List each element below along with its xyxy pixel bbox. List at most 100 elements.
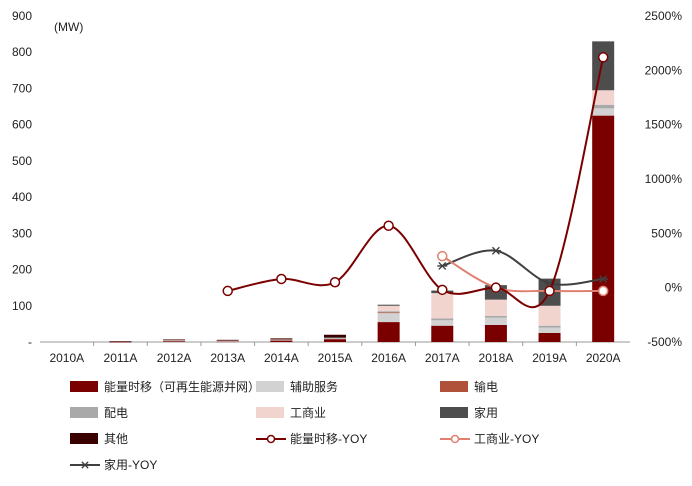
bar-segment bbox=[592, 41, 615, 91]
legend-label: 家用-YOY bbox=[104, 457, 157, 472]
yoy-point bbox=[544, 285, 555, 297]
bar-segment bbox=[484, 324, 507, 342]
x-tick-label: 2013A bbox=[210, 351, 245, 365]
legend-swatch bbox=[70, 433, 98, 444]
bar-segment bbox=[538, 325, 561, 328]
legend-swatch bbox=[70, 381, 98, 392]
bar-segment bbox=[484, 317, 507, 325]
legend-swatch bbox=[256, 381, 284, 392]
yoy-line bbox=[441, 255, 604, 293]
left-tick-label: 400 bbox=[12, 190, 32, 204]
x-tick-label: 2019A bbox=[532, 351, 567, 365]
yoy-line bbox=[441, 249, 604, 286]
bar-segment bbox=[431, 293, 454, 319]
legend-label: 工商业-YOY bbox=[474, 431, 539, 446]
yoy-point bbox=[383, 220, 394, 231]
legend-swatch-marker bbox=[450, 434, 460, 444]
bar-segment bbox=[377, 312, 400, 314]
legend-label: 输电 bbox=[474, 379, 498, 394]
bar-segment bbox=[592, 104, 615, 109]
yoy-point bbox=[437, 250, 448, 262]
legend-swatch bbox=[440, 407, 468, 418]
yoy-point bbox=[598, 274, 609, 283]
left-tick-label: 700 bbox=[12, 81, 32, 95]
left-tick-label: 100 bbox=[12, 299, 32, 313]
right-tick-label: 1500% bbox=[645, 118, 683, 132]
bar-segment bbox=[216, 340, 239, 342]
yoy-point bbox=[329, 276, 341, 288]
right-tick-label: -500% bbox=[647, 335, 682, 349]
yoy-point bbox=[597, 52, 609, 63]
x-tick-label: 2017A bbox=[425, 351, 460, 365]
legend-label: 工商业 bbox=[290, 405, 326, 420]
legend-swatch bbox=[256, 407, 284, 418]
left-tick-label: - bbox=[28, 335, 32, 349]
bar-segment bbox=[377, 304, 400, 306]
legend-swatch bbox=[440, 381, 468, 392]
yoy-point bbox=[276, 273, 287, 285]
legend-label: 辅助服务 bbox=[290, 379, 338, 394]
bar-segment bbox=[538, 305, 561, 326]
right-tick-label: 2500% bbox=[645, 9, 683, 23]
x-tick-label: 2020A bbox=[586, 351, 621, 365]
bar-segment bbox=[270, 339, 293, 341]
legend-label: 能量时移（可再生能源并网） bbox=[104, 380, 260, 394]
yoy-point bbox=[597, 285, 609, 297]
left-tick-label: 300 bbox=[12, 226, 32, 240]
yoy-point bbox=[437, 261, 448, 270]
unit-label: (MW) bbox=[54, 20, 83, 34]
yoy-point bbox=[222, 285, 233, 297]
bar-segment bbox=[324, 339, 346, 342]
bar-segment bbox=[431, 320, 454, 326]
legend-label: 配电 bbox=[104, 406, 128, 420]
right-tick-label: 1000% bbox=[645, 172, 683, 186]
left-tick-label: 200 bbox=[12, 263, 32, 277]
bar-segment bbox=[592, 108, 615, 116]
right-tick-label: 2000% bbox=[645, 63, 683, 77]
x-tick-label: 2016A bbox=[371, 351, 406, 365]
left-tick-label: 800 bbox=[12, 45, 32, 59]
right-tick-label: 0% bbox=[665, 281, 683, 295]
bar-segment bbox=[216, 339, 239, 341]
x-tick-label: 2011A bbox=[104, 351, 138, 365]
bar-segment bbox=[324, 337, 346, 339]
bar-segment bbox=[109, 341, 132, 343]
bar-segment bbox=[377, 322, 400, 342]
legend-label: 其他 bbox=[104, 432, 128, 446]
bar-segment bbox=[431, 325, 454, 342]
bar-segment bbox=[377, 311, 400, 313]
legend-swatch-marker bbox=[266, 434, 276, 444]
bar-segment bbox=[163, 340, 186, 342]
left-tick-label: 900 bbox=[12, 9, 32, 23]
yoy-point bbox=[490, 282, 502, 293]
legend-label: 能量时移-YOY bbox=[290, 432, 367, 446]
left-tick-label: 600 bbox=[12, 118, 32, 132]
bar-segment bbox=[270, 338, 293, 340]
left-tick-label: 500 bbox=[12, 154, 32, 168]
legend-swatch-marker bbox=[80, 461, 90, 469]
x-tick-label: 2010A bbox=[49, 351, 84, 365]
bar-segment bbox=[377, 313, 400, 323]
x-tick-label: 2012A bbox=[157, 351, 192, 365]
yoy-point bbox=[437, 284, 448, 296]
bar-segment bbox=[484, 299, 507, 316]
x-tick-label: 2014A bbox=[264, 351, 299, 365]
yoy-line bbox=[227, 57, 605, 308]
bar-segment bbox=[431, 318, 454, 321]
bar-segment bbox=[270, 340, 293, 342]
yoy-point bbox=[490, 246, 501, 255]
x-tick-label: 2018A bbox=[479, 351, 514, 365]
bar-segment bbox=[538, 332, 561, 342]
bar-segment bbox=[163, 339, 186, 341]
bar-segment bbox=[538, 327, 561, 333]
bar-segment bbox=[592, 90, 615, 105]
bar-segment bbox=[592, 115, 615, 342]
x-tick-label: 2015A bbox=[318, 351, 353, 365]
legend-swatch bbox=[70, 407, 98, 418]
bar-segment bbox=[377, 305, 400, 312]
bar-segment bbox=[163, 340, 186, 341]
bar-segment bbox=[484, 315, 507, 318]
legend-label: 家用 bbox=[474, 405, 498, 420]
